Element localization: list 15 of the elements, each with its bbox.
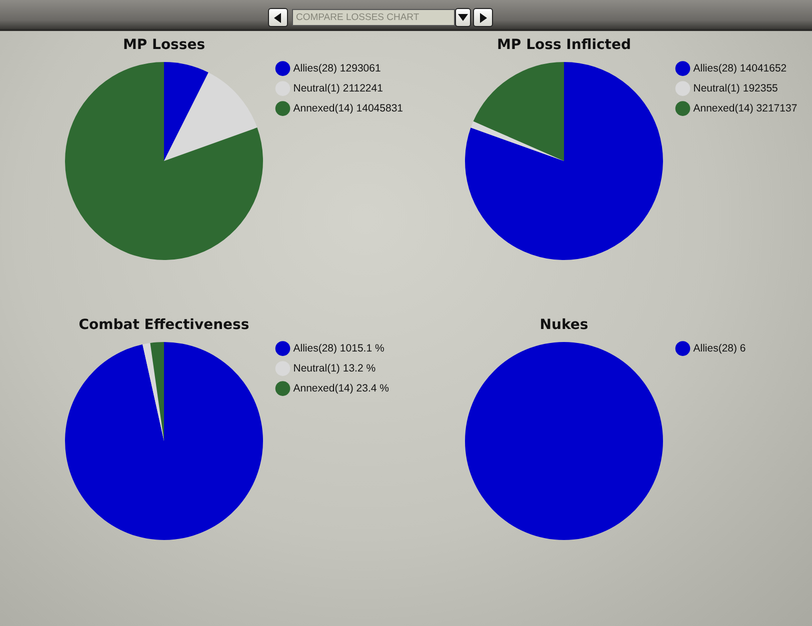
chart-title: Nukes [540,317,588,334]
chart-title: Combat Effectiveness [78,317,250,334]
chart-title: MP Loss Inflicted [496,37,632,54]
legend-label: Neutral(1) 2112241 [293,82,384,94]
chart-title: MP Losses [122,37,206,54]
legend-label: Allies(28) 6 [693,342,746,354]
legend-label: Neutral(1) 192355 [693,82,778,94]
legend-label: Allies(28) 1015.1 % [293,342,384,354]
legend-label: Allies(28) 14041652 [693,62,787,74]
legend-label: Allies(28) 1293061 [293,62,381,74]
dropdown-field: COMPARE LOSSES CHART [292,9,455,26]
legend-label: Annexed(14) 14045831 [293,102,404,114]
legend-label: Annexed(14) 23.4 % [293,382,389,394]
legend-label: Neutral(1) 13.2 % [293,362,376,374]
legend-label: Annexed(14) 3217137 [693,102,798,114]
